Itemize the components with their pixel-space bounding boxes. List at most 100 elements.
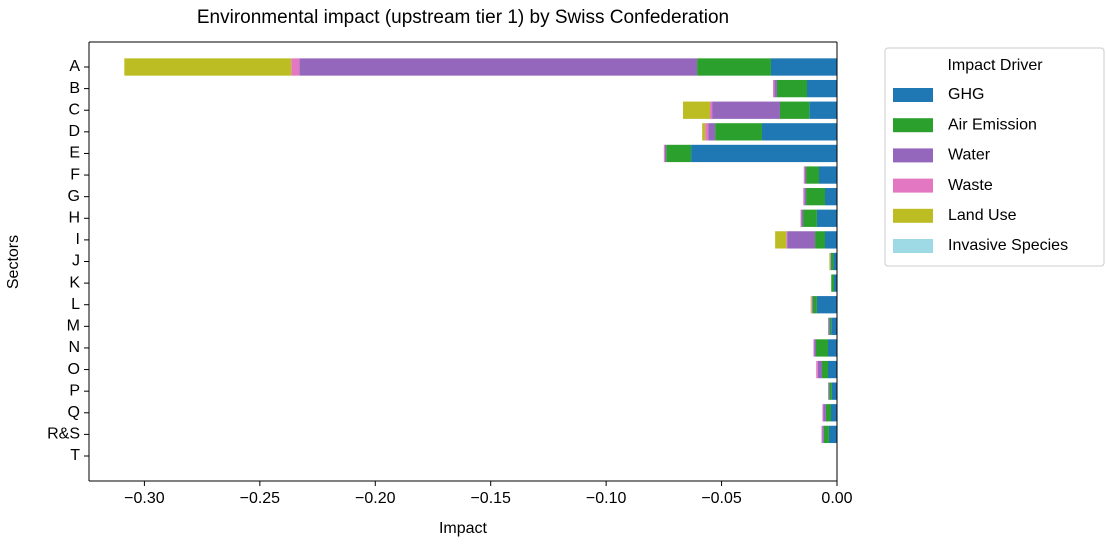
bar-segment: [801, 210, 802, 227]
bar-segment: [828, 361, 837, 378]
bar-segment: [834, 253, 837, 270]
bar-segment: [817, 210, 837, 227]
bar-segment: [813, 296, 817, 313]
bar-segment: [822, 361, 828, 378]
y-tick-label: C: [68, 101, 80, 118]
bar-segment: [813, 339, 814, 356]
legend-label: GHG: [948, 86, 984, 103]
bar-segment: [807, 80, 837, 97]
y-tick-label: Q: [68, 404, 80, 421]
legend-swatch: [893, 88, 933, 102]
legend-label: Land Use: [948, 207, 1017, 224]
bar-segment: [828, 339, 837, 356]
bar-segment: [710, 102, 712, 119]
y-tick-label: N: [68, 339, 80, 356]
legend-label: Air Emission: [948, 116, 1037, 133]
y-tick-label: O: [68, 361, 80, 378]
legend-swatch: [893, 239, 933, 253]
bar-segment: [826, 404, 831, 421]
y-tick-label: G: [68, 188, 80, 205]
y-tick-label: R&S: [47, 426, 80, 443]
chart-title: Environmental impact (upstream tier 1) b…: [197, 7, 729, 28]
bar-segment: [801, 210, 803, 227]
bar-segment: [831, 404, 837, 421]
x-axis-label: Impact: [439, 520, 488, 537]
bar-segment: [816, 361, 818, 378]
bar-segment: [786, 231, 787, 248]
bar-segment: [811, 296, 812, 313]
bar-segment: [806, 166, 819, 183]
y-tick-label: I: [76, 231, 80, 248]
bar-segment: [774, 80, 777, 97]
bar-segment: [825, 231, 837, 248]
bar-segment: [816, 339, 828, 356]
y-tick-label: B: [69, 80, 80, 97]
bar-segment: [822, 426, 824, 443]
bar-segment: [805, 166, 806, 183]
bar-segment: [804, 166, 805, 183]
bar-segment: [815, 231, 825, 248]
x-tick-label: −0.10: [586, 490, 627, 507]
bar-segment: [775, 231, 786, 248]
bar-segment: [804, 188, 806, 205]
bar-segment: [814, 339, 816, 356]
x-tick-label: −0.30: [124, 490, 165, 507]
bar-segment: [762, 123, 837, 140]
legend-swatch: [893, 148, 933, 162]
bar-segment: [803, 210, 817, 227]
y-tick-label: P: [69, 382, 80, 399]
x-tick-label: −0.20: [355, 490, 396, 507]
y-tick-label: M: [67, 318, 80, 335]
y-tick-label: F: [70, 166, 80, 183]
bar-segment: [828, 383, 829, 400]
legend-swatch: [893, 179, 933, 193]
bar-segment: [829, 426, 837, 443]
bar-segment: [124, 58, 291, 75]
bar-segment: [787, 231, 815, 248]
y-axis-label: Sectors: [5, 235, 22, 289]
legend-label: Waste: [948, 177, 993, 194]
bar-segment: [299, 58, 697, 75]
bar-segment: [291, 58, 299, 75]
y-tick-label: H: [68, 209, 80, 226]
bar-segment: [683, 102, 710, 119]
bar-segment: [664, 145, 665, 162]
bar-segment: [777, 80, 807, 97]
legend-label: Invasive Species: [948, 237, 1068, 254]
bar-segment: [819, 166, 837, 183]
bar-segment: [666, 145, 691, 162]
bar-segment: [818, 361, 822, 378]
bar-segment: [771, 58, 837, 75]
bar-segment: [691, 145, 837, 162]
bar-segment: [702, 123, 705, 140]
legend-swatch: [893, 118, 933, 132]
legend-title: Impact Driver: [947, 57, 1043, 74]
bar-segment: [809, 102, 837, 119]
bar-segment: [773, 80, 774, 97]
bar-segment: [831, 253, 834, 270]
bar-segment: [803, 188, 804, 205]
bar-segment: [822, 426, 823, 443]
y-tick-label: E: [69, 145, 80, 162]
bar-segment: [824, 426, 829, 443]
y-tick-label: A: [69, 58, 80, 75]
bar-segment: [715, 123, 762, 140]
bar-segment: [832, 383, 837, 400]
legend-label: Water: [948, 147, 991, 164]
x-tick-label: −0.15: [470, 490, 511, 507]
bar-segment: [831, 318, 837, 335]
x-tick-label: −0.05: [701, 490, 742, 507]
bar-segment: [712, 102, 780, 119]
bar-segment: [825, 188, 837, 205]
bar-segment: [831, 274, 834, 291]
bar-segment: [817, 296, 837, 313]
bar-segment: [829, 253, 830, 270]
bar-segment: [823, 404, 826, 421]
bar-segment: [822, 404, 823, 421]
bar-segment: [829, 383, 832, 400]
bar-segment: [708, 123, 715, 140]
bar-segment: [806, 188, 825, 205]
y-tick-label: K: [69, 274, 80, 291]
bar-segment: [780, 102, 809, 119]
